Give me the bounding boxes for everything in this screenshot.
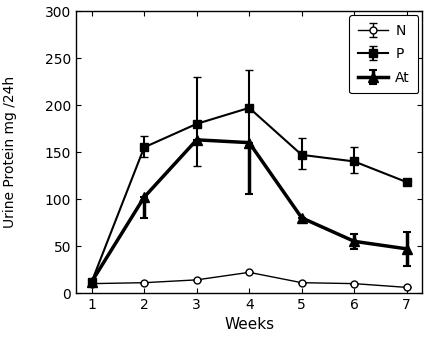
Y-axis label: Urine Protein mg /24h: Urine Protein mg /24h: [3, 76, 17, 228]
Legend: N, P, At: N, P, At: [349, 15, 418, 93]
X-axis label: Weeks: Weeks: [224, 317, 274, 333]
